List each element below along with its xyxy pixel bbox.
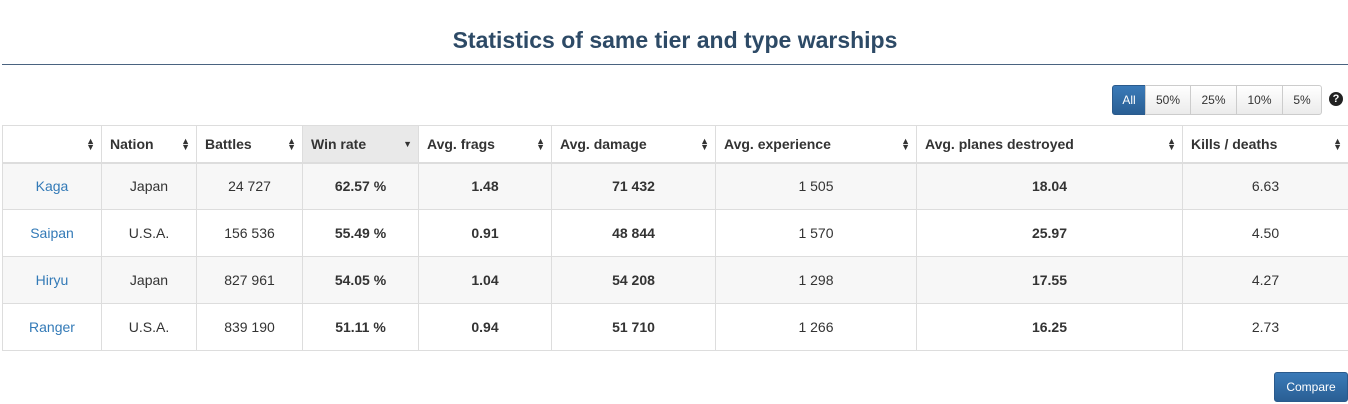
kills-deaths-cell: 6.63	[1182, 162, 1348, 210]
column-header-kills-deaths[interactable]: Kills / deaths ▲ ▼	[1182, 125, 1348, 164]
ship-link[interactable]: Hiryu	[35, 272, 69, 288]
filter-10-button[interactable]: 10%	[1236, 85, 1283, 115]
avg-frags-cell: 1.04	[418, 256, 552, 304]
ship-link[interactable]: Saipan	[30, 225, 74, 241]
compare-button[interactable]: Compare	[1274, 372, 1348, 402]
ship-cell: Saipan	[2, 209, 102, 257]
avg-frags-cell: 0.94	[418, 303, 552, 351]
ship-cell: Hiryu	[2, 256, 102, 304]
sort-icon: ▲ ▼	[1333, 135, 1342, 152]
win-rate-cell: 55.49 %	[302, 209, 419, 257]
warship-stats-table: ▲ ▼ Nation ▲ ▼ Battles ▲ ▼ Win rate ▼ Avg. fra…	[2, 125, 1348, 351]
avg-damage-cell: 51 710	[551, 303, 716, 351]
avg-experience-cell: 1 570	[715, 209, 917, 257]
nation-cell: Japan	[101, 256, 197, 304]
table-row: Kaga Japan 24 727 62.57 % 1.48 71 432 1 …	[2, 162, 1348, 210]
avg-planes-cell: 17.55	[916, 256, 1183, 304]
ship-cell: Ranger	[2, 303, 102, 351]
ship-link[interactable]: Ranger	[29, 319, 75, 335]
column-header-avg-planes-destroyed[interactable]: Avg. planes destroyed ▲ ▼	[916, 125, 1183, 164]
sort-desc-icon: ▼	[403, 138, 412, 149]
column-header-nation[interactable]: Nation ▲ ▼	[101, 125, 197, 164]
filter-all-button[interactable]: All	[1112, 85, 1146, 115]
column-header-win-rate[interactable]: Win rate ▼	[302, 125, 419, 164]
sort-icon: ▲ ▼	[700, 135, 709, 152]
column-header-label: Battles	[205, 135, 252, 152]
table-header-row: ▲ ▼ Nation ▲ ▼ Battles ▲ ▼ Win rate ▼ Avg. fra…	[2, 125, 1348, 164]
sort-icon: ▲ ▼	[1167, 135, 1176, 152]
avg-experience-cell: 1 298	[715, 256, 917, 304]
filter-5-button[interactable]: 5%	[1282, 85, 1322, 115]
sort-icon: ▲ ▼	[901, 135, 910, 152]
page-title: Statistics of same tier and type warship…	[452, 27, 898, 53]
nation-cell: U.S.A.	[101, 303, 197, 351]
avg-experience-cell: 1 266	[715, 303, 917, 351]
battles-cell: 827 961	[196, 256, 303, 304]
column-header-label: Avg. damage	[560, 135, 647, 152]
kills-deaths-cell: 4.27	[1182, 256, 1348, 304]
win-rate-cell: 54.05 %	[302, 256, 419, 304]
column-header-ship[interactable]: ▲ ▼	[2, 125, 102, 164]
column-header-label: Avg. experience	[724, 135, 831, 152]
avg-experience-cell: 1 505	[715, 162, 917, 210]
sort-icon: ▲ ▼	[287, 135, 296, 152]
column-header-label: Kills / deaths	[1191, 135, 1278, 152]
avg-frags-cell: 1.48	[418, 162, 552, 210]
column-header-avg-frags[interactable]: Avg. frags ▲ ▼	[418, 125, 552, 164]
avg-damage-cell: 54 208	[551, 256, 716, 304]
sort-icon: ▲ ▼	[86, 135, 95, 152]
filter-50-button[interactable]: 50%	[1145, 85, 1191, 115]
column-header-label: Avg. planes destroyed	[925, 135, 1074, 152]
table-row: Ranger U.S.A. 839 190 51.11 % 0.94 51 71…	[2, 303, 1348, 351]
ship-link[interactable]: Kaga	[35, 178, 69, 195]
nation-cell: U.S.A.	[101, 209, 197, 257]
nation-cell: Japan	[101, 162, 197, 210]
column-header-label: Avg. frags	[427, 135, 495, 152]
battles-cell: 24 727	[196, 162, 303, 210]
sort-icon: ▲ ▼	[181, 135, 190, 152]
avg-planes-cell: 25.97	[916, 209, 1183, 257]
kills-deaths-cell: 2.73	[1182, 303, 1348, 351]
ship-cell: Kaga	[2, 162, 102, 210]
win-rate-cell: 62.57 %	[302, 162, 419, 210]
column-header-avg-experience[interactable]: Avg. experience ▲ ▼	[715, 125, 917, 164]
filter-25-button[interactable]: 25%	[1190, 85, 1237, 115]
avg-planes-cell: 18.04	[916, 162, 1183, 210]
table-row: Saipan U.S.A. 156 536 55.49 % 0.91 48 84…	[2, 209, 1348, 257]
kills-deaths-cell: 4.50	[1182, 209, 1348, 257]
avg-damage-cell: 71 432	[551, 162, 716, 210]
avg-frags-cell: 0.91	[418, 209, 552, 257]
percentile-filter-group: All 50% 25% 10% 5%	[1112, 85, 1322, 115]
title-divider	[2, 64, 1348, 65]
column-header-battles[interactable]: Battles ▲ ▼	[196, 125, 303, 164]
column-header-label: Nation	[110, 135, 154, 152]
column-header-avg-damage[interactable]: Avg. damage ▲ ▼	[551, 125, 716, 164]
table-row: Hiryu Japan 827 961 54.05 % 1.04 54 208 …	[2, 256, 1348, 304]
win-rate-cell: 51.11 %	[302, 303, 419, 351]
help-icon[interactable]: ?	[1329, 92, 1343, 106]
avg-damage-cell: 48 844	[551, 209, 716, 257]
sort-icon: ▲ ▼	[536, 135, 545, 152]
column-header-label: Win rate	[311, 135, 367, 152]
battles-cell: 156 536	[196, 209, 303, 257]
avg-planes-cell: 16.25	[916, 303, 1183, 351]
battles-cell: 839 190	[196, 303, 303, 351]
